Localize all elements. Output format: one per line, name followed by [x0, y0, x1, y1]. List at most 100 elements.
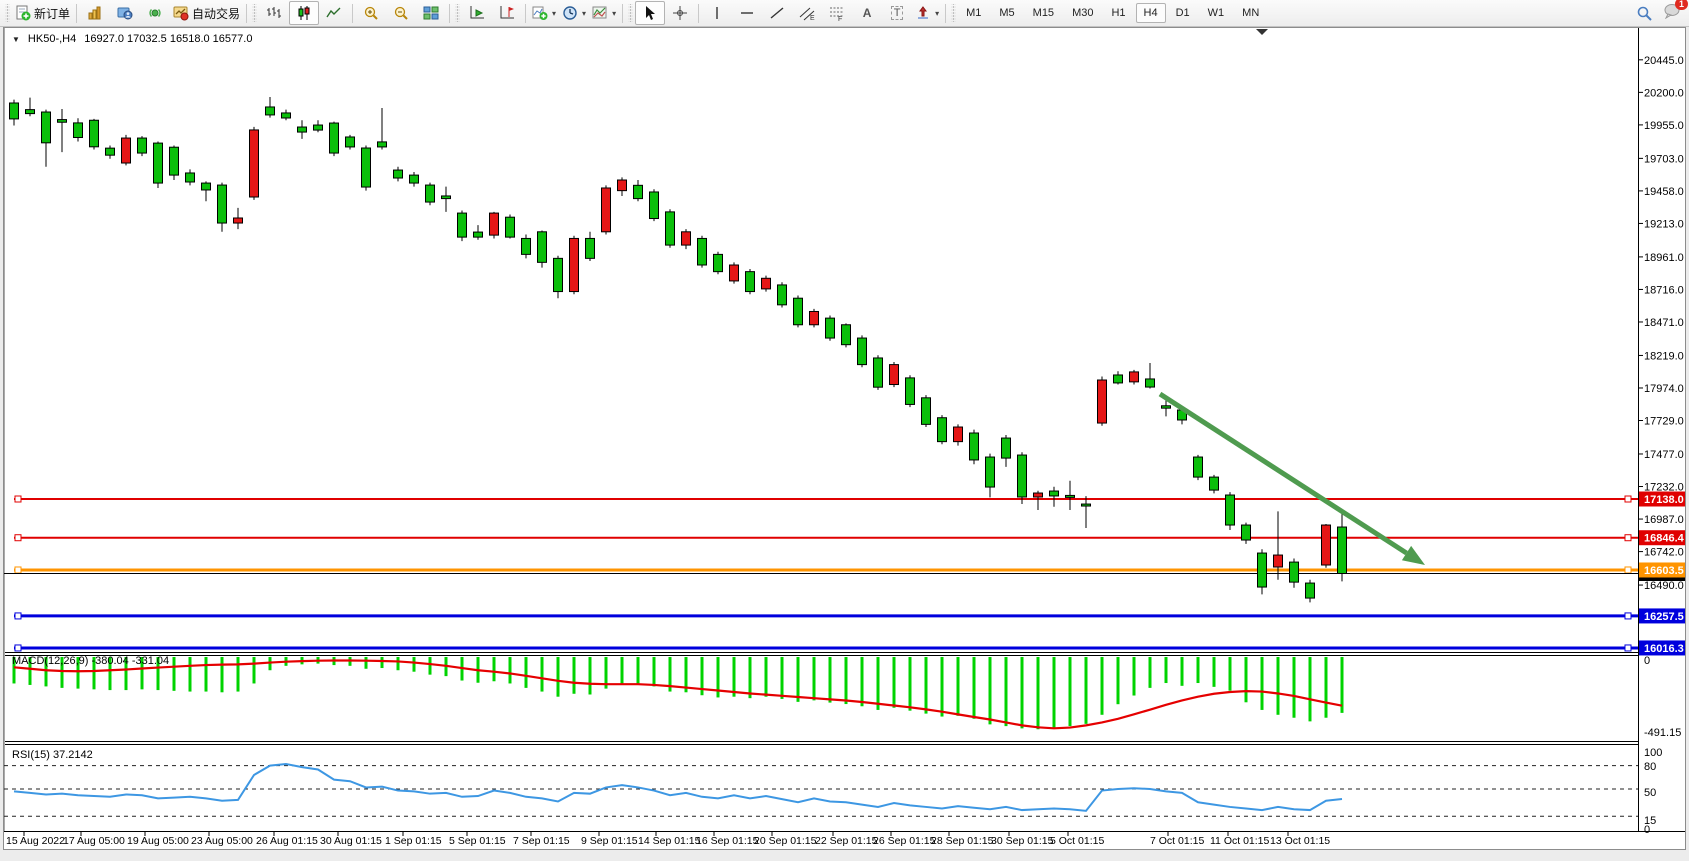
chart-window: ▼ HK50-,H4 16927.0 17032.5 16518.0 16577… — [3, 27, 1686, 850]
ohlc-values: 16927.0 17032.5 16518.0 16577.0 — [84, 33, 253, 45]
autotrading-button[interactable]: 自动交易 — [170, 1, 243, 25]
signals-icon — [149, 9, 161, 17]
vertical-line-tool-button[interactable] — [702, 1, 732, 25]
svg-text:14 Sep 01:15: 14 Sep 01:15 — [638, 835, 701, 847]
trendline-tool-button[interactable] — [762, 1, 792, 25]
dropdown-caret: ▾ — [612, 8, 617, 18]
horizontal-line-icon — [741, 12, 754, 14]
svg-text:30 Sep 01:15: 30 Sep 01:15 — [991, 835, 1054, 847]
timeframe-button-m15[interactable]: M15 — [1032, 7, 1055, 19]
cursor-tool-button[interactable] — [635, 1, 666, 25]
tile-windows-button[interactable] — [416, 1, 446, 25]
svg-text:13 Oct 01:15: 13 Oct 01:15 — [1270, 835, 1330, 847]
svg-text:19458.0: 19458.0 — [1644, 186, 1684, 198]
chart-shift-button[interactable] — [492, 1, 522, 25]
chart-title: ▼ HK50-,H4 16927.0 17032.5 16518.0 16577… — [12, 33, 252, 45]
pane-frame-layer — [4, 28, 1685, 832]
market-watch-button[interactable] — [80, 1, 110, 25]
chart-shift-icon — [500, 6, 515, 19]
horizontal-line-tool-button[interactable] — [732, 1, 762, 25]
svg-text:0: 0 — [1644, 824, 1650, 836]
fibonacci-tool-button[interactable]: F — [822, 1, 852, 25]
zoom-out-icon — [394, 6, 408, 20]
line-chart-button[interactable] — [319, 1, 349, 25]
timeframe-button-m1[interactable]: M1 — [966, 7, 982, 19]
templates-button[interactable]: ▾ — [589, 1, 619, 25]
arrows-tool-button[interactable]: ▾ — [912, 1, 942, 25]
auto-scroll-button[interactable] — [462, 1, 492, 25]
rsi-pane-layer — [4, 763, 1638, 817]
cursor-icon — [646, 6, 656, 20]
toolbar-grip — [5, 4, 10, 22]
svg-text:18716.0: 18716.0 — [1644, 284, 1684, 296]
svg-text:16987.0: 16987.0 — [1644, 514, 1684, 526]
timeframe-button-m30[interactable]: M30 — [1072, 7, 1094, 19]
market-watch-icon — [88, 6, 101, 20]
svg-text:7 Sep 01:15: 7 Sep 01:15 — [513, 835, 570, 847]
axes-layer[interactable]: 20445.0 20200.0 19955.0 19703.0 19458.0 19213… — [6, 55, 1685, 847]
separator — [945, 3, 947, 23]
trendline-icon — [770, 7, 784, 19]
timeframe-button-h1[interactable]: H1 — [1111, 7, 1126, 19]
notifications-button[interactable]: 1 — [1663, 0, 1688, 24]
svg-text:20200.0: 20200.0 — [1644, 87, 1684, 99]
chart-canvas[interactable]: 20445.0 20200.0 19955.0 19703.0 19458.0 19213… — [4, 28, 1685, 849]
new-order-button[interactable]: 新订单 — [12, 1, 73, 25]
candle-chart-button[interactable] — [289, 1, 320, 25]
svg-text:16016.3: 16016.3 — [1644, 643, 1684, 655]
timeframe-button-d1[interactable]: D1 — [1175, 7, 1190, 19]
dropdown-caret: ▾ — [582, 8, 587, 18]
svg-text:26 Sep 01:15: 26 Sep 01:15 — [873, 835, 936, 847]
toolbar-right: 1 — [1636, 0, 1688, 24]
macd-indicator-label: MACD(12,26,9) -380.04 -331.04 — [12, 655, 170, 667]
svg-text:19 Aug 05:00: 19 Aug 05:00 — [127, 835, 189, 847]
bar-chart-button[interactable] — [259, 1, 289, 25]
equidistant-channel-icon: E — [799, 7, 815, 21]
svg-text:11 Oct 01:15: 11 Oct 01:15 — [1210, 835, 1270, 847]
svg-text:22 Sep 01:15: 22 Sep 01:15 — [815, 835, 878, 847]
timeframe-button-w1[interactable]: W1 — [1207, 7, 1225, 19]
svg-text:80: 80 — [1644, 761, 1656, 773]
indicators-button[interactable]: ▾ — [529, 1, 559, 25]
zoom-in-button[interactable] — [356, 1, 386, 25]
separator — [525, 3, 527, 23]
dropdown-caret: ▾ — [935, 8, 940, 18]
svg-text:19955.0: 19955.0 — [1644, 120, 1684, 132]
price-level-lines-layer[interactable] — [4, 495, 1638, 652]
trend-arrow-object[interactable] — [1158, 391, 1425, 565]
navigator-button[interactable] — [110, 1, 140, 25]
line-chart-icon — [326, 7, 341, 18]
auto-scroll-icon — [470, 6, 485, 19]
toolbar-grip — [252, 4, 258, 22]
svg-text:5 Sep 01:15: 5 Sep 01:15 — [449, 835, 506, 847]
periods-button[interactable]: ▾ — [559, 1, 589, 25]
crosshair-icon — [673, 6, 688, 20]
svg-text:15: 15 — [1644, 815, 1656, 827]
signals-button[interactable] — [140, 1, 170, 25]
indicators-icon — [532, 6, 548, 20]
timeframe-button-m5[interactable]: M5 — [999, 7, 1015, 19]
svg-text:16603.5: 16603.5 — [1644, 565, 1684, 577]
separator — [622, 3, 624, 23]
one-click-trading-toggle-icon[interactable]: ▼ — [12, 34, 20, 44]
fibonacci-icon: F — [830, 7, 844, 21]
svg-text:-491.15: -491.15 — [1644, 727, 1681, 739]
separator — [246, 3, 248, 23]
text-label-tool-button[interactable]: T — [882, 1, 912, 25]
crosshair-tool-button[interactable] — [665, 1, 695, 25]
arrows-tool-icon — [918, 6, 929, 19]
svg-text:100: 100 — [1644, 747, 1662, 759]
svg-text:17974.0: 17974.0 — [1644, 383, 1684, 395]
search-icon[interactable] — [1636, 5, 1653, 22]
svg-text:E: E — [810, 15, 815, 21]
channel-tool-button[interactable]: E — [792, 1, 822, 25]
timeframe-button-h4[interactable]: H4 — [1135, 3, 1166, 23]
svg-text:16490.0: 16490.0 — [1644, 580, 1684, 592]
svg-text:16257.5: 16257.5 — [1644, 611, 1684, 623]
zoom-out-button[interactable] — [386, 1, 416, 25]
svg-text:F: F — [838, 16, 842, 21]
svg-text:18961.0: 18961.0 — [1644, 252, 1684, 264]
timeframe-button-mn[interactable]: MN — [1242, 7, 1260, 19]
text-tool-button[interactable]: A — [852, 1, 882, 25]
vertical-line-icon — [716, 7, 718, 19]
